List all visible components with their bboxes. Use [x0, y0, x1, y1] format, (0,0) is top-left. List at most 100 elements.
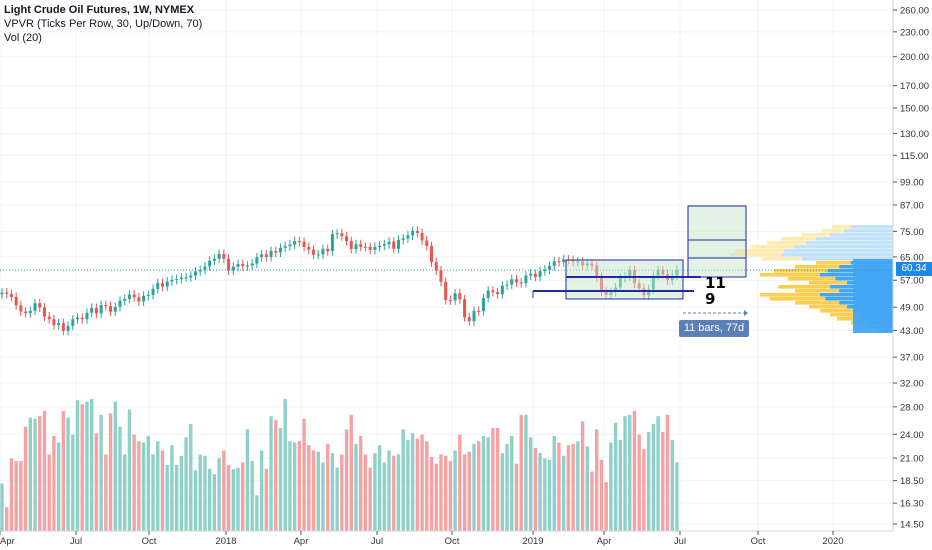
price-axis-label: 57.00	[900, 276, 924, 287]
volume-bar	[127, 409, 132, 531]
range-box[interactable]	[565, 259, 684, 300]
candle-body	[165, 281, 169, 287]
volume-bar	[609, 442, 613, 531]
volume-bar	[491, 428, 495, 531]
volume-bar	[373, 453, 377, 531]
volume-bar	[585, 446, 589, 531]
vp-row-up	[750, 245, 795, 249]
candle-body	[396, 239, 400, 249]
candle-body	[387, 241, 391, 245]
price-axis-label: 115.00	[900, 151, 928, 162]
volume-bar	[472, 443, 476, 531]
volume-bar	[599, 459, 604, 531]
candle-body	[184, 277, 188, 279]
time-axis-label: Jul	[70, 536, 82, 547]
vp-row	[802, 257, 893, 261]
volume-bar	[401, 429, 405, 531]
candle-body	[548, 265, 552, 270]
volume-bar	[165, 465, 169, 531]
volume-bar	[519, 414, 523, 531]
candle-body	[179, 277, 183, 279]
indicator-vpvr-label[interactable]: VPVR (Ticks Per Row, 30, Up/Down, 70)	[4, 18, 203, 30]
candle-body	[156, 283, 160, 289]
volume-bar	[89, 399, 94, 531]
candle-body	[160, 283, 164, 287]
candle-body	[529, 273, 533, 276]
indicator-vol-label[interactable]: Vol (20)	[4, 32, 42, 44]
chart-legend: Light Crude Oil Futures, 1W, NYMEX VPVR …	[4, 3, 202, 45]
volume-bar	[425, 441, 429, 531]
volume-bar	[576, 441, 580, 531]
candle-body	[146, 294, 150, 296]
time-axis-label: Apr	[294, 536, 309, 547]
price-axis-label: 99.00	[900, 177, 924, 188]
volume-bar	[646, 432, 651, 531]
volume-bar	[245, 429, 250, 531]
candle-body	[170, 279, 174, 282]
vp-row-up	[809, 305, 847, 309]
volume-bar	[241, 462, 245, 531]
time-axis-label: Oct	[445, 536, 460, 547]
volume-bar	[566, 445, 571, 531]
volume-bar	[283, 399, 287, 531]
candle-body	[227, 258, 231, 271]
volume-bar	[434, 463, 438, 531]
volume-bar	[316, 451, 320, 531]
candle-body	[250, 263, 254, 266]
price-axis[interactable]: 260.00 230.00 200.00 170.00 150.00 130.00 115.…	[892, 0, 929, 531]
volume-bar	[42, 410, 47, 531]
volume-bar	[387, 450, 391, 531]
volume-bar	[184, 437, 188, 531]
vp-row-up	[734, 249, 784, 253]
candle-body	[519, 282, 523, 284]
volume-bar	[250, 461, 254, 531]
measure-label: 11 bars, 77d	[679, 320, 749, 337]
vp-row-up	[769, 297, 826, 301]
volume-bar	[52, 435, 56, 531]
volume-bar	[297, 441, 302, 531]
vp-row-up	[774, 269, 828, 273]
annotation-lower-count: 9	[705, 290, 716, 308]
volume-bar	[670, 439, 674, 531]
volume-bar	[288, 441, 292, 531]
candle-body	[142, 295, 146, 302]
candle-body	[57, 323, 61, 326]
candle-body	[47, 316, 51, 320]
volume-bar	[9, 458, 14, 531]
volume-profile	[730, 225, 893, 333]
time-axis[interactable]: Apr Jul Oct 2018 Apr Jul Oct 2019 Apr Jul Oct 2020	[0, 530, 893, 547]
candle-body	[382, 244, 386, 246]
projection-box[interactable]	[687, 205, 747, 278]
symbol-title[interactable]: Light Crude Oil Futures, 1W, NYMEX	[4, 4, 195, 16]
candle-body	[302, 241, 306, 247]
candle-body	[24, 311, 28, 314]
volume-bar	[547, 459, 552, 531]
vp-row-up	[781, 237, 816, 241]
candle-body	[481, 297, 485, 312]
time-axis-label: 2020	[822, 536, 843, 547]
candle-body	[463, 299, 467, 318]
volume-bar	[349, 414, 353, 531]
vp-row-up	[821, 229, 844, 233]
candle-body	[28, 310, 32, 314]
volume-bar	[359, 435, 363, 531]
volume-bar	[146, 435, 151, 531]
volume-bar	[453, 450, 457, 531]
vp-row-up	[801, 233, 830, 237]
volume-bar	[80, 404, 84, 531]
volume-bar	[231, 468, 235, 531]
drawings[interactable]	[532, 205, 748, 316]
volume-bars	[0, 399, 679, 531]
candle-body	[269, 250, 273, 258]
volume-bar	[302, 418, 306, 531]
volume-bar	[595, 429, 599, 531]
price-axis-label: 43.00	[900, 326, 924, 337]
candle-body	[274, 250, 278, 253]
candle-body	[71, 319, 75, 326]
candle-body	[363, 246, 367, 248]
candle-body	[104, 305, 108, 307]
volume-bar	[0, 483, 4, 531]
volume-bar	[613, 422, 618, 531]
price-axis-label: 130.00	[900, 129, 929, 140]
